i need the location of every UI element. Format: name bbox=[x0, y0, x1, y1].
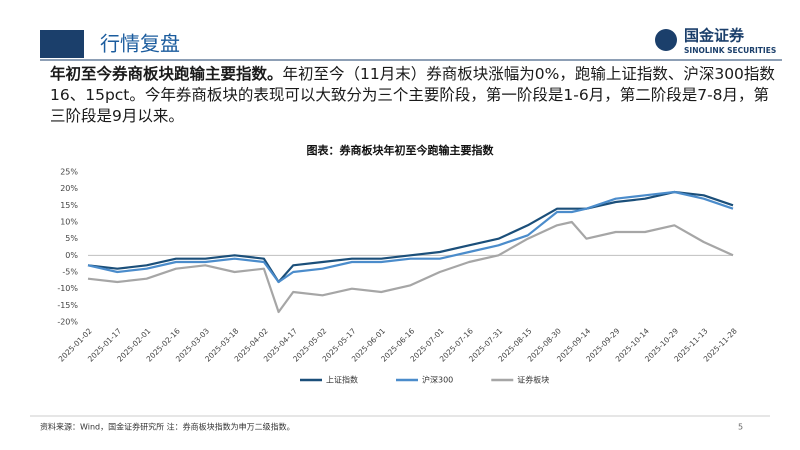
y-tick-label: 10% bbox=[60, 218, 78, 227]
footer-source: 资料来源：Wind，国金证券研究所 注：券商板块指数为申万二级指数。 bbox=[40, 422, 295, 432]
y-tick-label: 20% bbox=[60, 184, 78, 193]
y-tick-label: -10% bbox=[57, 284, 78, 293]
y-tick-label: -20% bbox=[57, 318, 78, 327]
series-line bbox=[87, 220, 734, 314]
chart-title: 图表：券商板块年初至今跑输主要指数 bbox=[307, 143, 495, 157]
logo-cn: 国金证券 bbox=[684, 27, 745, 45]
legend-label: 上证指数 bbox=[326, 375, 358, 385]
y-tick-label: -15% bbox=[57, 301, 78, 310]
legend-label: 沪深300 bbox=[422, 375, 453, 385]
header-block bbox=[40, 30, 84, 58]
logo-en: SINOLINK SECURITIES bbox=[684, 46, 776, 55]
page-number: 5 bbox=[738, 423, 743, 432]
series-line bbox=[87, 190, 734, 284]
paragraph-bold: 年初至今券商板块跑输主要指数。 bbox=[50, 65, 283, 83]
y-tick-label: 0% bbox=[65, 251, 78, 260]
paragraph-text: 年初至今（11月末）券商板块涨幅为0%，跑输上证指数、沪深300指数16、15p… bbox=[50, 65, 775, 125]
paragraph: 年初至今券商板块跑输主要指数。年初至今（11月末）券商板块涨幅为0%，跑输上证指… bbox=[50, 64, 780, 127]
series-line bbox=[87, 190, 734, 284]
header-title: 行情复盘 bbox=[100, 32, 180, 56]
y-tick-label: 25% bbox=[60, 168, 78, 177]
legend-label: 证券板块 bbox=[517, 375, 549, 385]
y-tick-label: 5% bbox=[65, 234, 78, 243]
y-tick-label: -5% bbox=[62, 268, 78, 277]
logo-icon bbox=[655, 29, 677, 51]
y-tick-label: 15% bbox=[60, 201, 78, 210]
